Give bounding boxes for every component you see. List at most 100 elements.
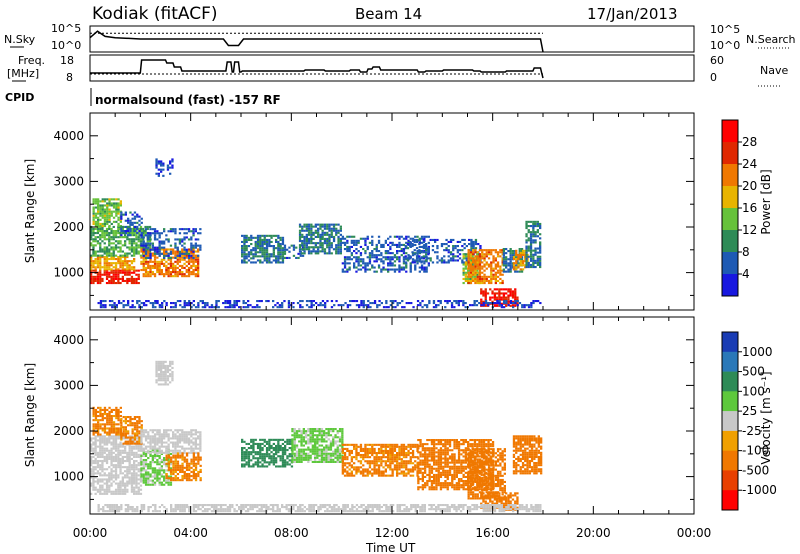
range-gate-cell <box>181 244 184 247</box>
range-gate-cell <box>398 302 402 305</box>
range-gate-cell <box>130 244 134 247</box>
range-gate-cell <box>256 240 260 243</box>
range-gate-cell <box>192 254 195 257</box>
range-gate-cell <box>124 451 127 454</box>
range-gate-cell <box>178 451 182 454</box>
range-gate-cell <box>112 273 115 276</box>
range-gate-cell <box>314 458 317 461</box>
range-gate-cell <box>163 228 166 231</box>
range-gate-cell <box>94 275 97 278</box>
range-gate-cell <box>133 238 136 241</box>
range-gate-cell <box>139 225 143 228</box>
range-gate-cell <box>462 300 465 303</box>
range-gate-cell <box>108 427 111 430</box>
range-gate-cell <box>169 369 172 372</box>
range-gate-cell <box>254 463 257 466</box>
range-gate-cell <box>92 210 95 213</box>
range-gate-cell <box>300 452 303 455</box>
range-gate-cell <box>327 458 330 461</box>
range-gate-cell <box>192 256 195 259</box>
range-gate-cell <box>393 268 397 271</box>
range-gate-cell <box>117 198 120 201</box>
range-gate-cell <box>160 360 163 363</box>
range-gate-cell <box>162 377 165 380</box>
range-gate-cell <box>521 253 525 256</box>
range-gate-cell <box>156 266 159 269</box>
range-gate-cell <box>197 271 200 274</box>
range-gate-cell <box>261 243 264 246</box>
range-gate-cell <box>114 449 118 452</box>
range-gate-cell <box>318 454 321 457</box>
range-gate-cell <box>415 238 419 241</box>
range-gate-cell <box>160 271 163 274</box>
range-gate-cell <box>172 431 175 434</box>
range-gate-cell <box>142 481 145 484</box>
range-gate-cell <box>140 244 143 247</box>
range-gate-cell <box>140 463 143 466</box>
range-gate-cell <box>90 282 93 285</box>
range-gate-cell <box>136 215 139 218</box>
range-gate-cell <box>103 225 107 228</box>
range-gate-cell <box>94 480 97 483</box>
range-gate-cell <box>263 461 266 464</box>
range-gate-cell <box>106 210 109 213</box>
range-gate-cell <box>349 304 352 307</box>
range-gate-cell <box>373 256 376 259</box>
range-gate-cell <box>499 277 502 280</box>
range-gate-cell <box>199 435 202 438</box>
range-gate-cell <box>92 218 95 221</box>
range-gate-cell <box>536 222 539 225</box>
range-gate-cell <box>117 417 120 420</box>
range-gate-cell <box>90 264 93 267</box>
range-gate-cell <box>102 306 105 309</box>
range-gate-cell <box>135 250 138 253</box>
range-gate-cell <box>327 456 330 459</box>
range-gate-cell <box>151 246 154 249</box>
range-gate-cell <box>178 228 182 231</box>
range-gate-cell <box>179 479 182 482</box>
range-gate-cell <box>121 480 124 483</box>
range-gate-cell <box>126 277 129 280</box>
range-gate-cell <box>130 266 134 269</box>
range-gate-cell <box>119 264 122 267</box>
range-gate-cell <box>353 266 356 269</box>
range-gate-cell <box>298 436 301 439</box>
range-gate-cell <box>422 238 425 241</box>
range-gate-cell <box>117 435 120 438</box>
range-gate-cell <box>119 250 122 253</box>
range-gate-cell <box>160 262 163 265</box>
range-gate-cell <box>483 269 486 272</box>
range-gate-cell <box>325 434 328 437</box>
range-gate-cell <box>158 248 161 251</box>
range-gate-cell <box>96 230 100 233</box>
range-gate-cell <box>112 408 116 411</box>
range-gate-cell <box>158 437 161 440</box>
range-gate-cell <box>117 415 120 418</box>
range-gate-cell <box>174 306 177 309</box>
range-gate-cell <box>377 235 381 238</box>
range-gate-cell <box>149 271 152 274</box>
range-gate-cell <box>92 484 95 487</box>
range-gate-cell <box>277 438 280 441</box>
range-gate-cell <box>499 265 502 268</box>
range-gate-cell <box>167 262 170 265</box>
range-gate-cell <box>525 220 528 223</box>
range-gate-cell <box>539 257 542 260</box>
range-gate-cell <box>359 237 363 240</box>
range-gate-cell <box>90 474 93 477</box>
range-gate-cell <box>261 249 264 252</box>
range-gate-cell <box>122 300 125 303</box>
range-gate-cell <box>473 304 476 307</box>
range-gate-cell <box>259 449 262 452</box>
range-gate-cell <box>147 262 150 265</box>
range-gate-cell <box>529 225 533 228</box>
range-gate-cell <box>154 306 157 309</box>
range-gate-cell <box>323 233 327 236</box>
range-gate-cell <box>409 262 412 265</box>
range-gate-cell <box>126 236 129 239</box>
range-gate-cell <box>92 260 95 263</box>
range-gate-cell <box>314 460 317 463</box>
range-gate-cell <box>145 300 148 303</box>
range-gate-cell <box>288 256 291 259</box>
range-gate-cell <box>160 170 163 173</box>
